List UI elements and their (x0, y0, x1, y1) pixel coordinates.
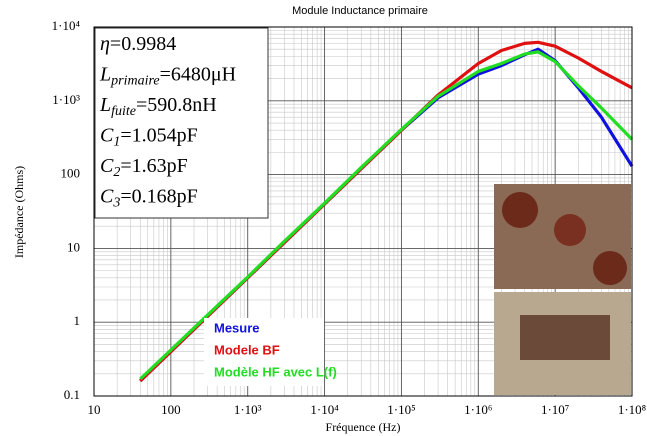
x-tick-label: 100 (161, 402, 181, 417)
x-tick-label: 10 (88, 402, 101, 417)
x-tick-label: 1·10⁷ (541, 402, 569, 417)
annotation: C1=1.054pF (100, 124, 198, 150)
annotation: Lfuite=590.8nH (99, 94, 217, 120)
annotations: η=0.9984Lprimaire=6480μHLfuite=590.8nHC1… (99, 33, 236, 211)
annotation-value: =1.054pF (120, 124, 197, 146)
annotation-value: =590.8nH (136, 94, 217, 116)
series-line (139, 50, 634, 381)
legend: Mesure Modele BF Modèle HF avec L(f) (214, 320, 337, 379)
x-tick-label: 1·10⁴ (310, 402, 339, 417)
photo-coil (502, 192, 538, 228)
annotation-value: =6480μH (160, 63, 236, 85)
annotation-value: =0.168pF (120, 185, 197, 207)
legend-entry: Modèle HF avec L(f) (214, 364, 337, 379)
x-tick-label: 1·10⁵ (387, 402, 415, 417)
annotation-value: =0.9984 (110, 33, 176, 55)
annotation: Lprimaire=6480μH (99, 63, 236, 89)
annotation-value: =1.63pF (120, 155, 187, 177)
y-tick-label: 10 (67, 239, 80, 254)
annotation-subscript: fuite (111, 104, 136, 119)
y-tick-label: 100 (61, 166, 81, 181)
series-lines (139, 40, 634, 383)
annotation: η=0.9984 (100, 33, 176, 55)
annotation-symbol: L (99, 94, 111, 116)
photo (494, 184, 631, 395)
annotation-subscript: primaire (110, 74, 159, 89)
annotation-symbol: η (100, 33, 110, 55)
annotation-subscript: 1 (113, 135, 120, 150)
chart-title: Module Inductance primaire (292, 5, 428, 17)
legend-entry: Mesure (214, 320, 260, 335)
annotation-symbol: C (100, 124, 114, 146)
x-axis-label: Fréquence (Hz) (326, 420, 401, 434)
x-tick-label: 1·10³ (234, 402, 262, 417)
y-tick-label: 1 (74, 313, 81, 328)
annotation-subscript: 2 (113, 165, 120, 180)
photo-coil (593, 251, 627, 285)
plot-frame (93, 26, 633, 397)
y-tick-label: 1·10³ (52, 92, 80, 107)
y-axis-label: Impédance (Ohms) (12, 166, 26, 258)
photo-board (520, 315, 610, 360)
photo-coil (554, 214, 586, 246)
y-tick-label: 0.1 (64, 387, 80, 402)
annotation: C3=0.168pF (100, 185, 198, 211)
x-tick-label: 1·10⁶ (464, 402, 492, 417)
annotation-symbol: L (99, 63, 111, 85)
annotation-box (94, 27, 269, 219)
legend-box (204, 318, 324, 386)
y-tick-label: 1·10⁴ (52, 18, 81, 33)
annotation: C2=1.63pF (100, 155, 188, 181)
annotation-symbol: C (100, 185, 114, 207)
annotation-subscript: 3 (112, 196, 120, 211)
annotation-symbol: C (100, 155, 114, 177)
legend-entry: Modele BF (214, 342, 280, 357)
x-tick-label: 1·10⁸ (618, 402, 647, 417)
